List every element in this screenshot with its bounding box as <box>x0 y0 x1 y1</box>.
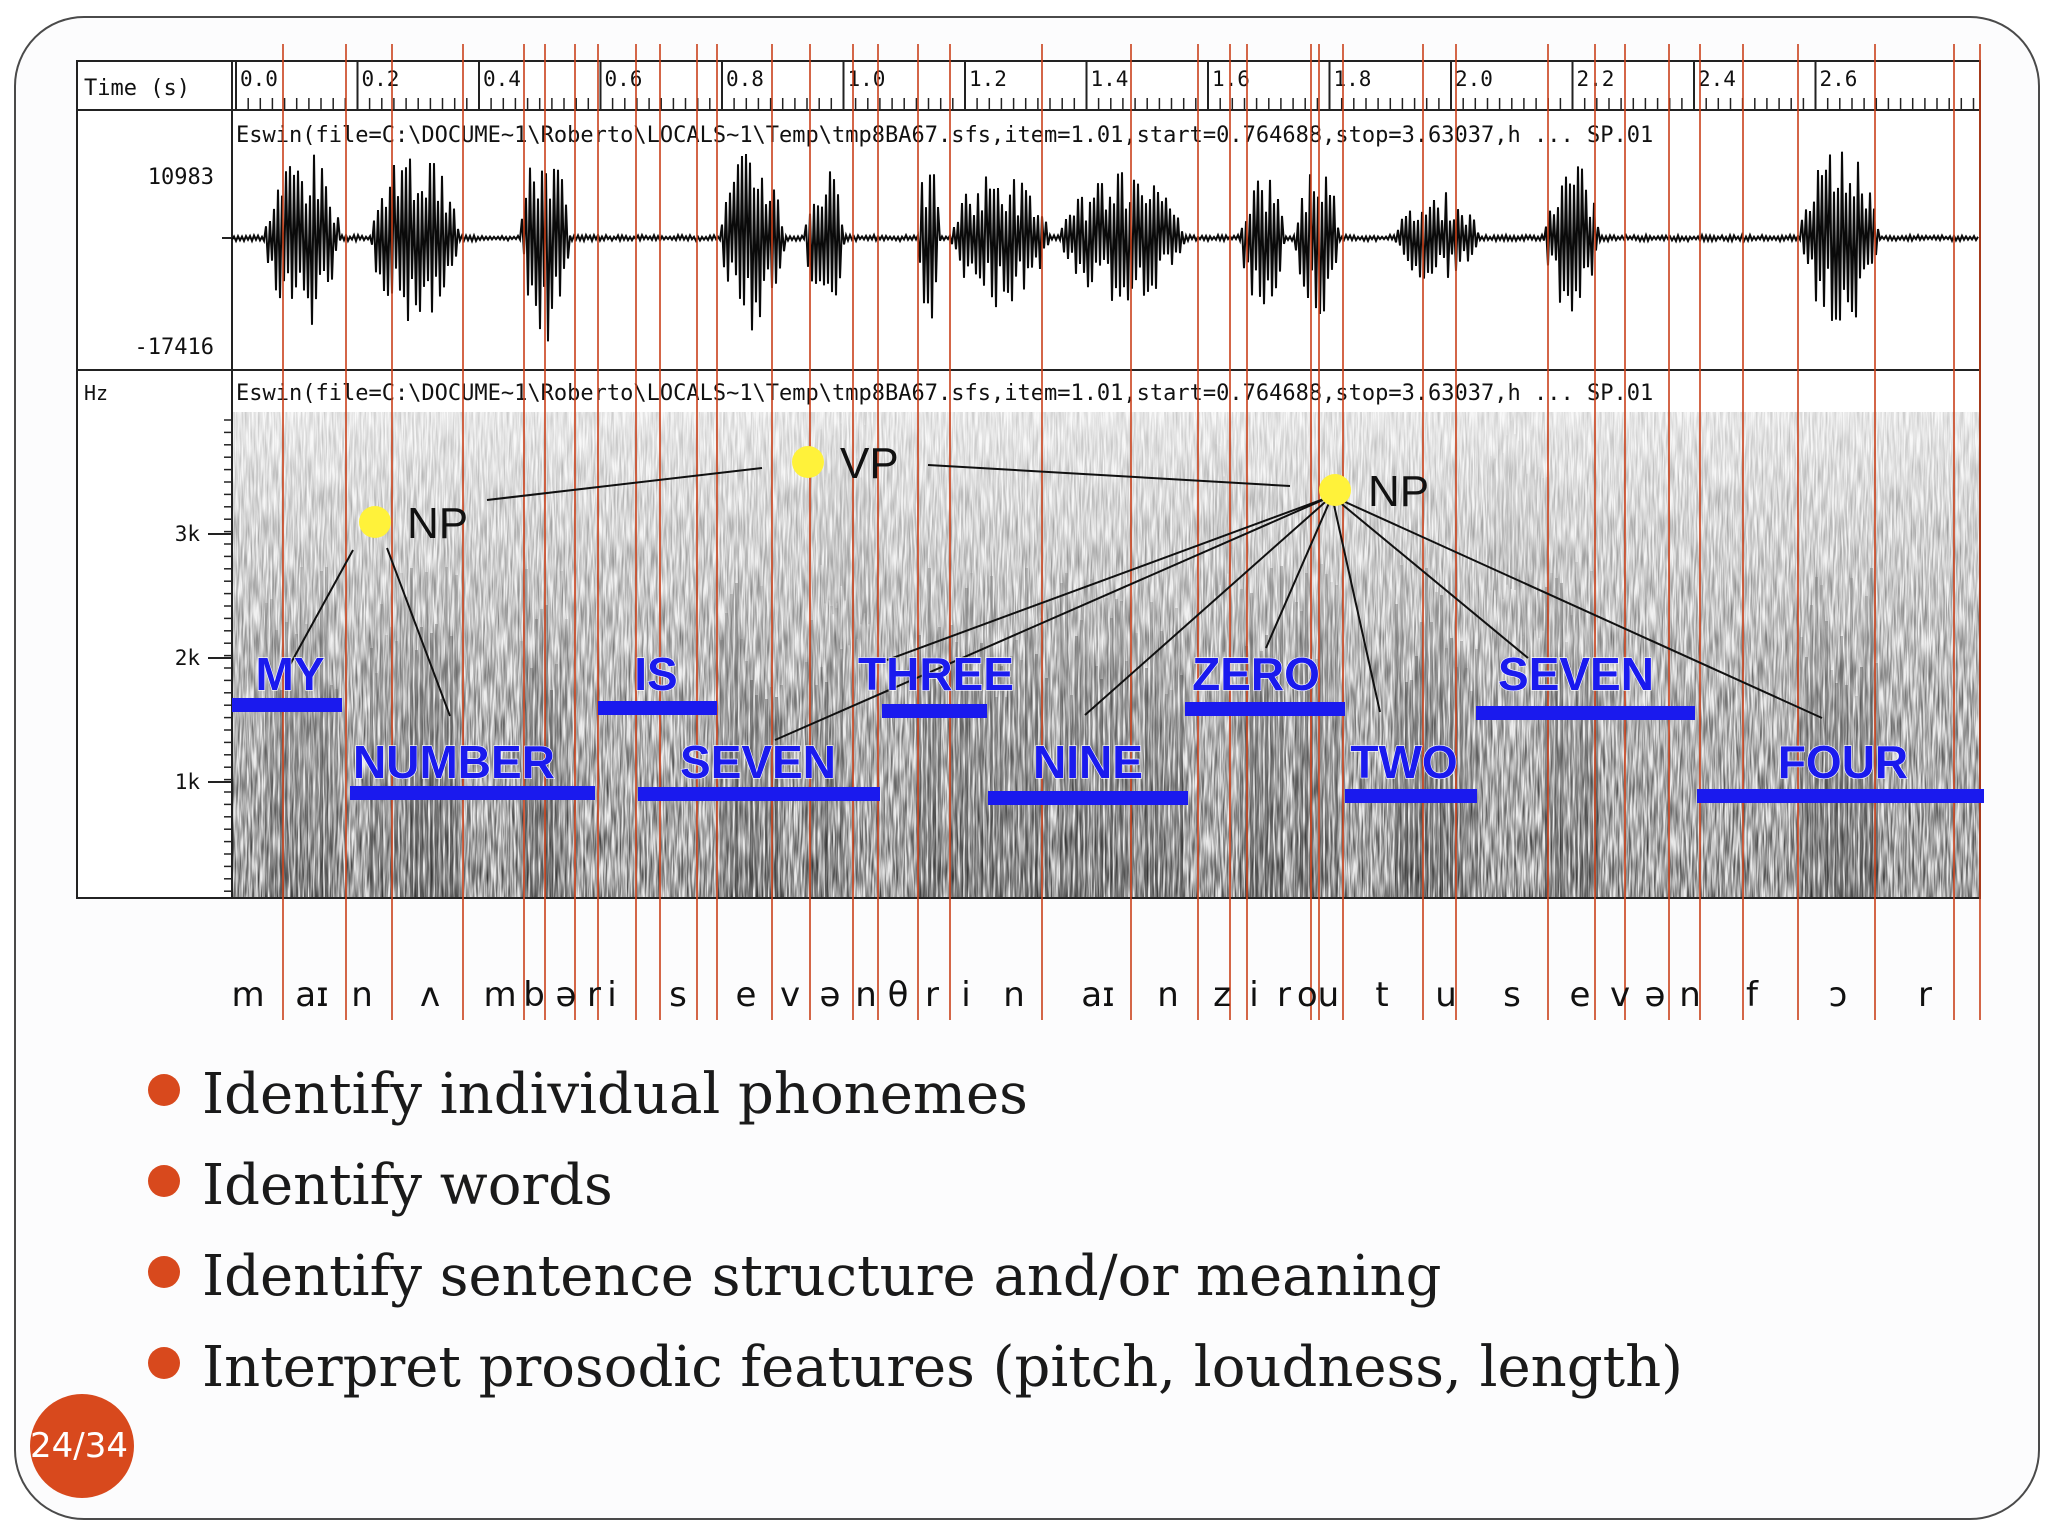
spectrogram-header: Eswin(file=C:\DOCUME~1\Roberto\LOCALS~1\… <box>236 381 1653 406</box>
phoneme-transcription: m aɪ n ʌ m b ə r i s e v ə n θ r i n aɪ n z i r ou t u s e v ə n f ɔ r <box>231 975 1932 1015</box>
phoneme-symbol: i <box>961 975 970 1015</box>
phoneme-symbol: v <box>780 975 800 1015</box>
time-axis: 0.0 0.2 0.4 0.6 0.8 1.0 1.2 1.4 1.6 1.8 2.0 2.2 2.4 2… <box>235 61 1975 110</box>
bullet-item: Identify words <box>148 1151 2008 1242</box>
time-tick-label: 1.6 <box>1212 67 1250 91</box>
time-tick-label: 2.6 <box>1820 67 1858 91</box>
phoneme-symbol: r <box>587 975 601 1015</box>
phoneme-symbol: n <box>1003 975 1025 1015</box>
amplitude-min-label: -17416 <box>135 335 214 360</box>
frequency-tick-label: 3k <box>175 522 201 546</box>
bullet-list: Identify individual phonemes Identify wo… <box>148 1060 2008 1424</box>
bullet-text: Interpret prosodic features (pitch, loud… <box>202 1335 1683 1400</box>
bullet-dot-icon <box>148 1074 180 1106</box>
time-axis-label: Time (s) <box>84 76 190 101</box>
frequency-axis: 3k 2k 1k <box>175 419 232 892</box>
phoneme-symbol: i <box>1249 975 1258 1015</box>
bullet-dot-icon <box>148 1347 180 1379</box>
vp-label: VP <box>840 439 899 488</box>
phoneme-symbol: e <box>1570 975 1591 1015</box>
phoneme-symbol: ou <box>1297 975 1339 1015</box>
word-label: NUMBER <box>353 736 555 788</box>
phoneme-symbol: t <box>1375 975 1388 1015</box>
phoneme-symbol: r <box>925 975 939 1015</box>
phoneme-symbol: r <box>1277 975 1291 1015</box>
bullet-item: Interpret prosodic features (pitch, loud… <box>148 1333 2008 1424</box>
waveform-header: Eswin(file=C:\DOCUME~1\Roberto\LOCALS~1\… <box>236 123 1653 148</box>
phoneme-symbol: ə <box>1645 975 1666 1015</box>
waveform-trace <box>231 151 1979 342</box>
np-node-left <box>359 506 391 538</box>
bullet-text: Identify sentence structure and/or meani… <box>202 1244 1442 1309</box>
np-label-left: NP <box>407 499 468 548</box>
phoneme-symbol: n <box>351 975 373 1015</box>
phoneme-symbol: i <box>607 975 616 1015</box>
phoneme-symbol: n <box>855 975 877 1015</box>
phoneme-symbol: z <box>1213 975 1231 1015</box>
phoneme-symbol: b <box>523 975 545 1015</box>
bullet-dot-icon <box>148 1256 180 1288</box>
phoneme-symbol: m <box>231 975 264 1015</box>
page-number-badge <box>30 1394 134 1498</box>
time-tick-label: 1.2 <box>969 67 1007 91</box>
word-label: IS <box>634 648 677 700</box>
word-label: SEVEN <box>1498 648 1654 700</box>
phoneme-symbol: aɪ <box>295 975 328 1015</box>
time-tick-label: 2.0 <box>1455 67 1493 91</box>
phoneme-symbol: s <box>1503 975 1521 1015</box>
bullet-text: Identify words <box>202 1153 613 1218</box>
page-number: 24/34 <box>30 1426 128 1466</box>
phoneme-symbol: r <box>1918 975 1932 1015</box>
time-tick-label: 2.4 <box>1698 67 1736 91</box>
word-label: THREE <box>858 648 1014 700</box>
phoneme-symbol: n <box>1679 975 1701 1015</box>
phoneme-symbol: v <box>1610 975 1630 1015</box>
phoneme-symbol: n <box>1157 975 1179 1015</box>
word-label: MY <box>256 648 325 700</box>
amplitude-max-label: 10983 <box>148 165 214 190</box>
phoneme-symbol: f <box>1746 975 1759 1015</box>
phoneme-symbol: s <box>669 975 687 1015</box>
frequency-tick-label: 2k <box>175 646 201 670</box>
bullet-text: Identify individual phonemes <box>202 1062 1028 1127</box>
frequency-unit-label: Hz <box>84 381 108 405</box>
np-label-right: NP <box>1368 467 1429 516</box>
phoneme-symbol: ə <box>820 975 841 1015</box>
vp-node <box>792 446 824 478</box>
phoneme-symbol: u <box>1435 975 1457 1015</box>
time-tick-label: 1.0 <box>848 67 886 91</box>
bullet-item: Identify sentence structure and/or meani… <box>148 1242 2008 1333</box>
time-tick-label: 0.0 <box>240 67 278 91</box>
phoneme-symbol: θ <box>888 975 909 1015</box>
word-label: SEVEN <box>680 736 836 788</box>
phoneme-symbol: ʌ <box>420 975 440 1015</box>
np-node-right <box>1319 474 1351 506</box>
time-tick-label: 0.4 <box>483 67 521 91</box>
bullet-item: Identify individual phonemes <box>148 1060 2008 1151</box>
phoneme-symbol: ɔ <box>1829 975 1848 1015</box>
phoneme-symbol: e <box>736 975 757 1015</box>
phoneme-symbol: aɪ <box>1081 975 1114 1015</box>
bullet-dot-icon <box>148 1165 180 1197</box>
word-label: TWO <box>1350 736 1457 788</box>
phoneme-symbol: ə <box>556 975 577 1015</box>
word-label: ZERO <box>1192 648 1320 700</box>
frequency-tick-label: 1k <box>175 770 201 794</box>
time-tick-label: 0.2 <box>362 67 400 91</box>
speech-analysis-figure: Time (s) 0.0 0.2 0.4 0.6 0.8 1.0 1.2 1.4 1.6 1.8 2… <box>76 44 1984 1020</box>
time-tick-label: 0.8 <box>726 67 764 91</box>
phoneme-boundaries <box>282 44 1981 1020</box>
word-label: FOUR <box>1778 736 1908 788</box>
parse-tree-edges <box>285 464 1823 741</box>
time-tick-label: 1.4 <box>1091 67 1129 91</box>
phoneme-symbol: m <box>483 975 516 1015</box>
word-label: NINE <box>1033 736 1143 788</box>
time-tick-label: 1.8 <box>1334 67 1372 91</box>
